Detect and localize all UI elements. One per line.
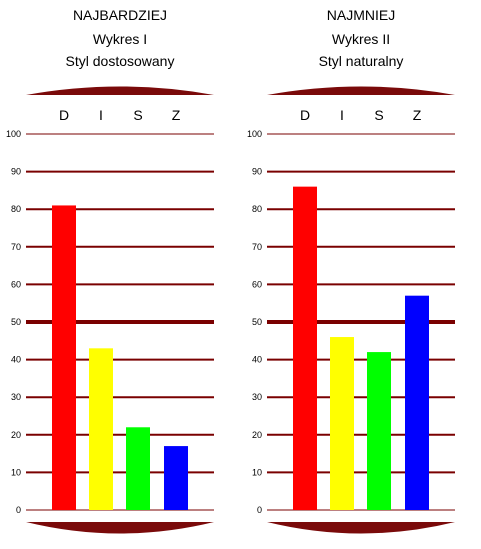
- bar-z: [164, 446, 188, 510]
- y-tick-label: 40: [252, 355, 262, 365]
- y-tick-label: 100: [6, 129, 21, 139]
- chart-bottom-cap: [26, 522, 214, 534]
- y-tick-label: 40: [11, 355, 21, 365]
- bar-i: [89, 348, 113, 510]
- bar-d: [52, 205, 76, 510]
- chart-panel-left: NAJBARDZIEJ Wykres I Styl dostosowany D I…: [0, 0, 240, 549]
- y-tick-label: 50: [11, 317, 21, 327]
- category-label: S: [133, 107, 142, 123]
- bar-s: [126, 427, 150, 510]
- y-tick-label: 20: [252, 430, 262, 440]
- y-tick-label: 0: [16, 505, 21, 515]
- category-label: D: [300, 107, 310, 123]
- chart-panel-right: NAJMNIEJ Wykres II Styl naturalny D I S Z 0 1…: [241, 0, 481, 549]
- bar-s: [367, 352, 391, 510]
- y-tick-label: 80: [11, 204, 21, 214]
- y-tick-label: 70: [252, 242, 262, 252]
- category-label: Z: [172, 107, 181, 123]
- category-label: I: [99, 107, 103, 123]
- chart-top-cap: [267, 86, 455, 95]
- bar-i: [330, 337, 354, 510]
- y-tick-label: 10: [11, 467, 21, 477]
- chart-subtitle: Wykres I: [92, 31, 148, 47]
- y-tick-label: 30: [11, 392, 21, 402]
- category-label: D: [59, 107, 69, 123]
- bar-chart-left: D I S Z 0 10 20 30 40 50 60 70 80 90 100: [6, 86, 214, 534]
- y-tick-label: 90: [11, 167, 21, 177]
- y-tick-label: 0: [257, 505, 262, 515]
- y-tick-label: 20: [11, 430, 21, 440]
- bar-chart-right: D I S Z 0 10 20 30 40 50 60 70 80 90 100: [247, 86, 455, 534]
- bar-z: [405, 295, 429, 510]
- chart-top-cap: [26, 86, 214, 95]
- y-tick-label: 10: [252, 467, 262, 477]
- y-tick-label: 60: [11, 279, 21, 289]
- chart-style-label: Styl naturalny: [318, 53, 404, 69]
- category-label: I: [340, 107, 344, 123]
- y-tick-label: 90: [252, 167, 262, 177]
- y-tick-label: 50: [252, 317, 262, 327]
- chart-title: NAJMNIEJ: [326, 7, 396, 23]
- y-tick-label: 30: [252, 392, 262, 402]
- category-label: Z: [413, 107, 422, 123]
- chart-style-label: Styl dostosowany: [65, 53, 175, 69]
- bar-d: [293, 186, 317, 510]
- y-tick-label: 70: [11, 242, 21, 252]
- category-label: S: [374, 107, 383, 123]
- chart-subtitle: Wykres II: [331, 31, 391, 47]
- chart-bottom-cap: [267, 522, 455, 534]
- y-tick-label: 60: [252, 279, 262, 289]
- chart-title: NAJBARDZIEJ: [72, 7, 168, 23]
- y-tick-label: 100: [247, 129, 262, 139]
- y-tick-label: 80: [252, 204, 262, 214]
